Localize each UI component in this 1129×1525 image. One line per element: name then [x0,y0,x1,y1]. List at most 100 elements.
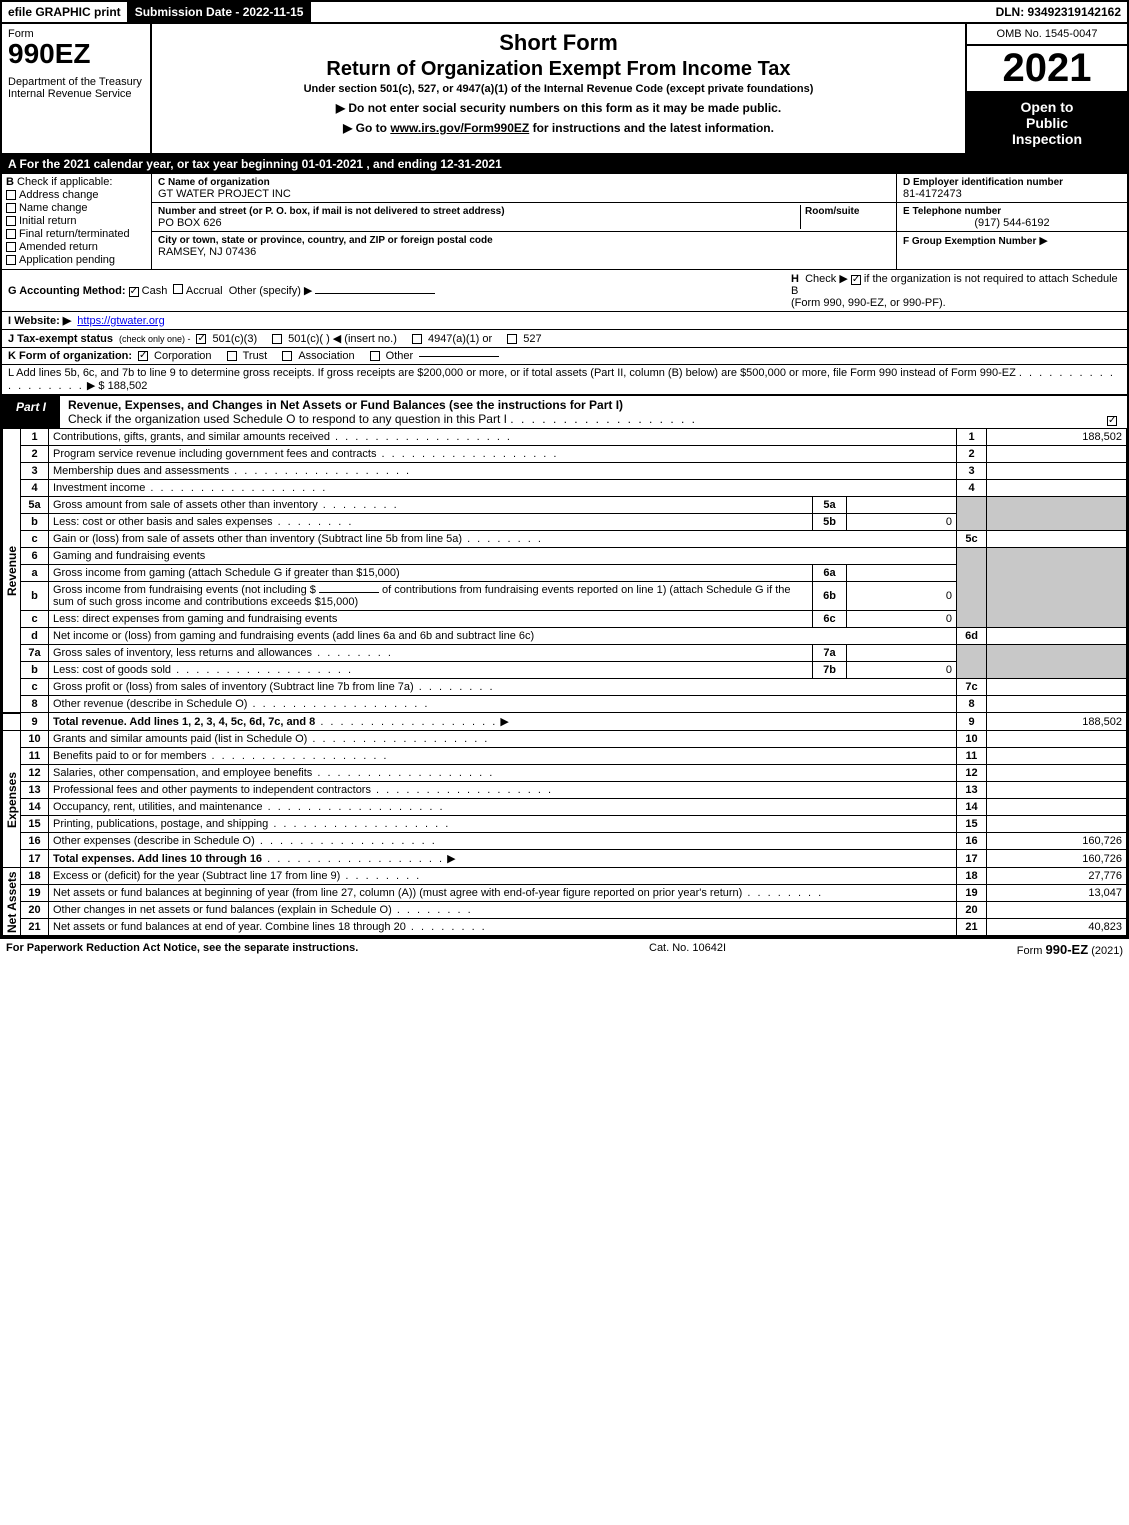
line-desc: Grants and similar amounts paid (list in… [53,733,307,745]
right-line-number: 14 [957,799,987,816]
chk-label: Address change [19,189,99,201]
line-desc: Less: cost of goods sold [53,664,171,676]
line-number: 18 [21,868,49,885]
b-letter: B [6,176,14,188]
other-label: Other (specify) ▶ [229,285,313,297]
chk-other-org[interactable] [370,351,380,361]
line-number: 7a [21,645,49,662]
i-label: I Website: ▶ [8,314,71,327]
phone-row: E Telephone number (917) 544-6192 [897,203,1127,232]
addr-label: Number and street (or P. O. box, if mail… [158,206,505,217]
chk-name-change[interactable]: Name change [6,202,147,214]
chk-final-return[interactable]: Final return/terminated [6,228,147,240]
phone-value: (917) 544-6192 [903,217,1121,229]
cash-label: Cash [142,285,168,297]
line-desc: Gross profit or (loss) from sales of inv… [53,681,414,693]
instr-link[interactable]: www.irs.gov/Form990EZ [390,121,529,135]
org-name-label: C Name of organization [158,177,270,188]
chk-initial-return[interactable]: Initial return [6,215,147,227]
chk-label: Amended return [19,241,98,253]
j-label: J Tax-exempt status [8,333,113,345]
instr-goto: ▶ Go to www.irs.gov/Form990EZ for instru… [160,121,957,135]
j-o3: 4947(a)(1) or [428,333,492,345]
chk-cash[interactable] [129,287,139,297]
ein-label: D Employer identification number [903,177,1063,188]
chk-label: Initial return [19,215,76,227]
chk-schedule-b[interactable] [851,275,861,285]
j-sub: (check only one) - [119,334,191,344]
line-number: 15 [21,816,49,833]
chk-accrual[interactable] [173,284,183,294]
org-city-row: City or town, state or province, country… [152,232,896,260]
chk-501c[interactable] [272,334,282,344]
addr-value: PO BOX 626 [158,217,222,229]
g-label: G Accounting Method: [8,285,126,297]
line-10: Expenses 10 Grants and similar amounts p… [3,731,1127,748]
efile-print[interactable]: efile GRAPHIC print [2,2,129,22]
submission-date: Submission Date - 2022-11-15 [129,2,312,22]
k-assoc: Association [298,350,354,362]
line-number: 19 [21,885,49,902]
chk-application-pending[interactable]: Application pending [6,254,147,266]
chk-527[interactable] [507,334,517,344]
irs-label: Internal Revenue Service [8,88,144,100]
line-desc: Program service revenue including govern… [53,448,376,460]
chk-amended-return[interactable]: Amended return [6,241,147,253]
right-line-number: 12 [957,765,987,782]
row-j: J Tax-exempt status (check only one) - 5… [0,330,1129,348]
chk-address-change[interactable]: Address change [6,189,147,201]
footer-right-post: (2021) [1088,945,1123,957]
line-number: 12 [21,765,49,782]
line-number: 4 [21,480,49,497]
revenue-section-label: Revenue [3,429,21,713]
line-value [987,628,1127,645]
line-value [987,765,1127,782]
line-value [987,446,1127,463]
sub-line-number: 6b [813,582,847,611]
chk-4947[interactable] [412,334,422,344]
line-desc: Less: direct expenses from gaming and fu… [53,613,337,625]
l-value: 188,502 [108,380,148,392]
sub-line-value: 0 [847,611,957,628]
sub-line-number: 5b [813,514,847,531]
inspection-line3: Inspection [971,131,1123,147]
line-value: 13,047 [987,885,1127,902]
right-line-number: 3 [957,463,987,480]
sub-line-number: 7b [813,662,847,679]
line-desc: Gross amount from sale of assets other t… [53,499,318,511]
chk-501c3[interactable] [196,334,206,344]
right-line-number: 20 [957,902,987,919]
h-letter: H [791,273,799,285]
sub-line-value: 0 [847,514,957,531]
chk-trust[interactable] [227,351,237,361]
short-form-title: Short Form [160,30,957,56]
line-value: 27,776 [987,868,1127,885]
instr-ssn: ▶ Do not enter social security numbers o… [160,101,957,115]
chk-association[interactable] [282,351,292,361]
line-desc: Total revenue. Add lines 1, 2, 3, 4, 5c,… [53,716,315,728]
org-name-value: GT WATER PROJECT INC [158,188,291,200]
page-footer: For Paperwork Reduction Act Notice, see … [0,938,1129,960]
chk-corporation[interactable] [138,351,148,361]
line-number: 14 [21,799,49,816]
footer-form-number: 990-EZ [1046,942,1089,957]
line-number: 2 [21,446,49,463]
right-line-number: 10 [957,731,987,748]
right-line-number: 2 [957,446,987,463]
line-number: 6 [21,548,49,565]
line-number: 8 [21,696,49,713]
line-14: 14 Occupancy, rent, utilities, and maint… [3,799,1127,816]
sub-line-number: 6c [813,611,847,628]
website-link[interactable]: https://gtwater.org [77,315,164,327]
line-desc: Gaming and fundraising events [53,550,205,562]
line-desc: Net assets or fund balances at beginning… [53,887,742,899]
line-desc: Membership dues and assessments [53,465,229,477]
line-value [987,463,1127,480]
city-value: RAMSEY, NJ 07436 [158,246,256,258]
chk-schedule-o[interactable] [1107,416,1117,426]
line-number: 3 [21,463,49,480]
netassets-section-label: Net Assets [3,868,21,936]
line-desc: Net assets or fund balances at end of ye… [53,921,406,933]
part1-tag: Part I [2,396,60,428]
footer-left: For Paperwork Reduction Act Notice, see … [6,942,358,957]
